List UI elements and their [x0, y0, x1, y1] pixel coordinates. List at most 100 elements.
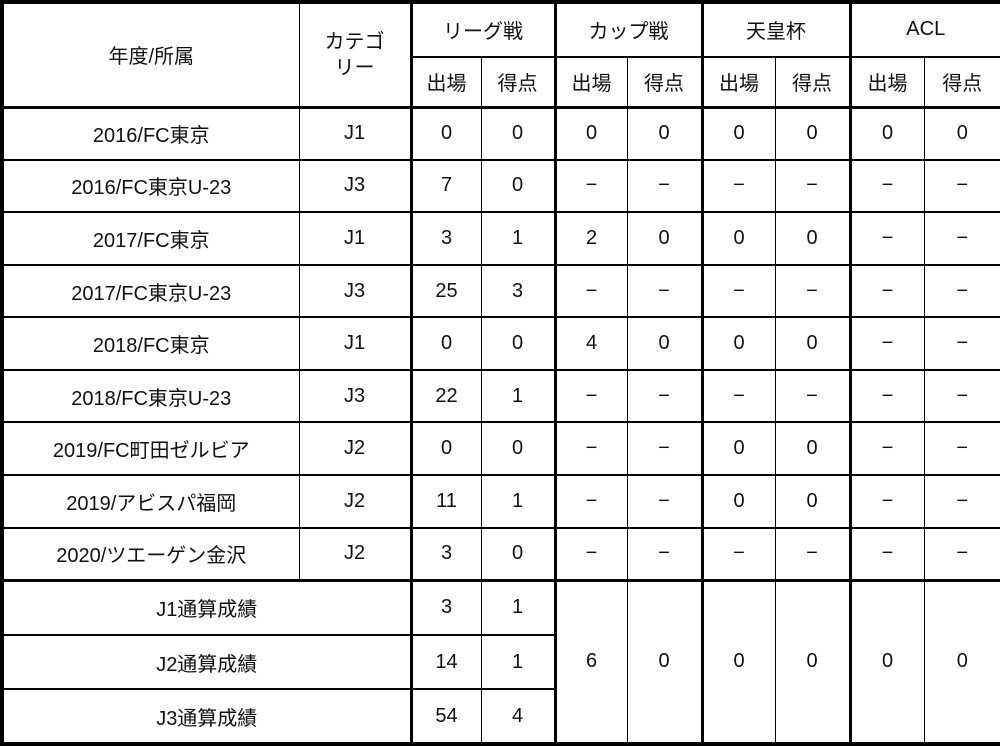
- cell-stat: −: [848, 421, 924, 477]
- totals-league-goals: 1: [480, 633, 555, 691]
- table-row: 2016/FC東京 J1 0 0 0 0 0 0 0 0: [2, 106, 1000, 161]
- cell-stat: 0: [409, 106, 481, 161]
- header-group-league: リーグ戦: [409, 1, 555, 58]
- cell-year-club: 2019/アビスパ福岡: [2, 474, 299, 529]
- cell-stat: 0: [774, 211, 850, 266]
- cell-stat: 0: [480, 316, 555, 371]
- cell-stat: −: [553, 474, 627, 529]
- cell-stat: 0: [480, 421, 555, 477]
- totals-league-appearances: 14: [409, 633, 481, 691]
- cell-stat: −: [923, 421, 1000, 477]
- cell-category: J1: [298, 106, 411, 161]
- cell-category: J2: [298, 526, 411, 582]
- header-group-cup: カップ戦: [553, 1, 702, 58]
- cell-stat: −: [923, 316, 1000, 371]
- totals-acl-goals: 0: [923, 578, 1000, 745]
- cell-stat: −: [923, 211, 1000, 266]
- cell-stat: 1: [480, 474, 555, 529]
- totals-row-j1: J1通算成績 3 1 6 0 0 0 0 0: [2, 578, 1000, 745]
- cell-stat: 3: [409, 211, 481, 266]
- header-group-emperors-cup: 天皇杯: [700, 1, 850, 58]
- cell-stat: 0: [553, 106, 627, 161]
- totals-league-goals: 1: [480, 578, 555, 636]
- cell-year-club: 2017/FC東京: [2, 211, 299, 266]
- cell-stat: 0: [480, 106, 555, 161]
- cell-stat: −: [700, 158, 775, 214]
- cell-stat: −: [774, 158, 850, 214]
- header-acl-appearances: 出場: [848, 55, 924, 109]
- cell-stat: 3: [480, 263, 555, 319]
- cell-stat: −: [848, 158, 924, 214]
- table-row: 2020/ツエーゲン金沢 J2 3 0 − − − − − −: [2, 526, 1000, 582]
- cell-stat: 11: [409, 474, 481, 529]
- header-league-goals: 得点: [480, 55, 555, 109]
- cell-stat: 0: [409, 421, 481, 477]
- cell-stat: 1: [480, 368, 555, 424]
- totals-row-j2: J2通算成績 14 1: [2, 633, 1000, 691]
- cell-stat: 0: [700, 316, 775, 371]
- cell-stat: −: [700, 368, 775, 424]
- cell-stat: 22: [409, 368, 481, 424]
- totals-emperors-appearances: 0: [700, 578, 775, 745]
- totals-emperors-goals: 0: [774, 578, 850, 745]
- cell-year-club: 2020/ツエーゲン金沢: [2, 526, 299, 582]
- cell-category: J2: [298, 474, 411, 529]
- totals-row-j3: J3通算成績 54 4: [2, 688, 1000, 745]
- cell-stat: −: [848, 526, 924, 582]
- cell-stat: −: [553, 158, 627, 214]
- cell-year-club: 2017/FC東京U-23: [2, 263, 299, 319]
- cell-stat: −: [626, 158, 702, 214]
- totals-league-appearances: 3: [409, 578, 481, 636]
- cell-stat: −: [774, 526, 850, 582]
- cell-stat: 0: [700, 211, 775, 266]
- cell-year-club: 2016/FC東京U-23: [2, 158, 299, 214]
- totals-label: J2通算成績: [2, 633, 411, 691]
- cell-stat: 0: [848, 106, 924, 161]
- cell-category: J2: [298, 421, 411, 477]
- cell-stat: 0: [700, 421, 775, 477]
- cell-stat: 0: [626, 211, 702, 266]
- table-row: 2018/FC東京U-23 J3 22 1 − − − − − −: [2, 368, 1000, 424]
- cell-year-club: 2018/FC東京: [2, 316, 299, 371]
- header-cup-goals: 得点: [626, 55, 702, 109]
- cell-year-club: 2016/FC東京: [2, 106, 299, 161]
- cell-stat: 0: [409, 316, 481, 371]
- cell-stat: 0: [480, 158, 555, 214]
- cell-category: J3: [298, 158, 411, 214]
- header-league-appearances: 出場: [409, 55, 481, 109]
- totals-league-goals: 4: [480, 688, 555, 745]
- header-category: カテゴリー: [298, 0, 411, 109]
- cell-stat: −: [848, 316, 924, 371]
- cell-stat: −: [626, 474, 702, 529]
- cell-stat: −: [848, 211, 924, 266]
- cell-stat: 25: [409, 263, 481, 319]
- header-row-subcolumns: 出場 得点 出場 得点 出場 得点 出場 得点: [2, 55, 1000, 109]
- cell-stat: 7: [409, 158, 481, 214]
- cell-stat: 0: [626, 106, 702, 161]
- cell-stat: 4: [553, 316, 627, 371]
- cell-category: J3: [298, 368, 411, 424]
- cell-year-club: 2018/FC東京U-23: [2, 368, 299, 424]
- cell-stat: 0: [774, 421, 850, 477]
- cell-stat: 3: [409, 526, 481, 582]
- cell-stat: −: [626, 368, 702, 424]
- cell-stat: −: [774, 263, 850, 319]
- cell-category: J1: [298, 211, 411, 266]
- cell-stat: −: [553, 263, 627, 319]
- cell-stat: −: [626, 263, 702, 319]
- table-row: 2018/FC東京 J1 0 0 4 0 0 0 − −: [2, 316, 1000, 371]
- cell-stat: 0: [700, 474, 775, 529]
- cell-stat: −: [848, 474, 924, 529]
- table-row: 2017/FC東京U-23 J3 25 3 − − − − − −: [2, 263, 1000, 319]
- header-year-club: 年度/所属: [2, 0, 299, 109]
- cell-stat: −: [923, 474, 1000, 529]
- cell-stat: −: [700, 263, 775, 319]
- cell-category: J1: [298, 316, 411, 371]
- totals-cup-goals: 0: [626, 578, 702, 745]
- header-emperors-goals: 得点: [774, 55, 850, 109]
- cell-stat: 0: [774, 316, 850, 371]
- totals-label: J3通算成績: [2, 688, 411, 745]
- table-row: 2017/FC東京 J1 3 1 2 0 0 0 − −: [2, 211, 1000, 266]
- cell-stat: −: [923, 526, 1000, 582]
